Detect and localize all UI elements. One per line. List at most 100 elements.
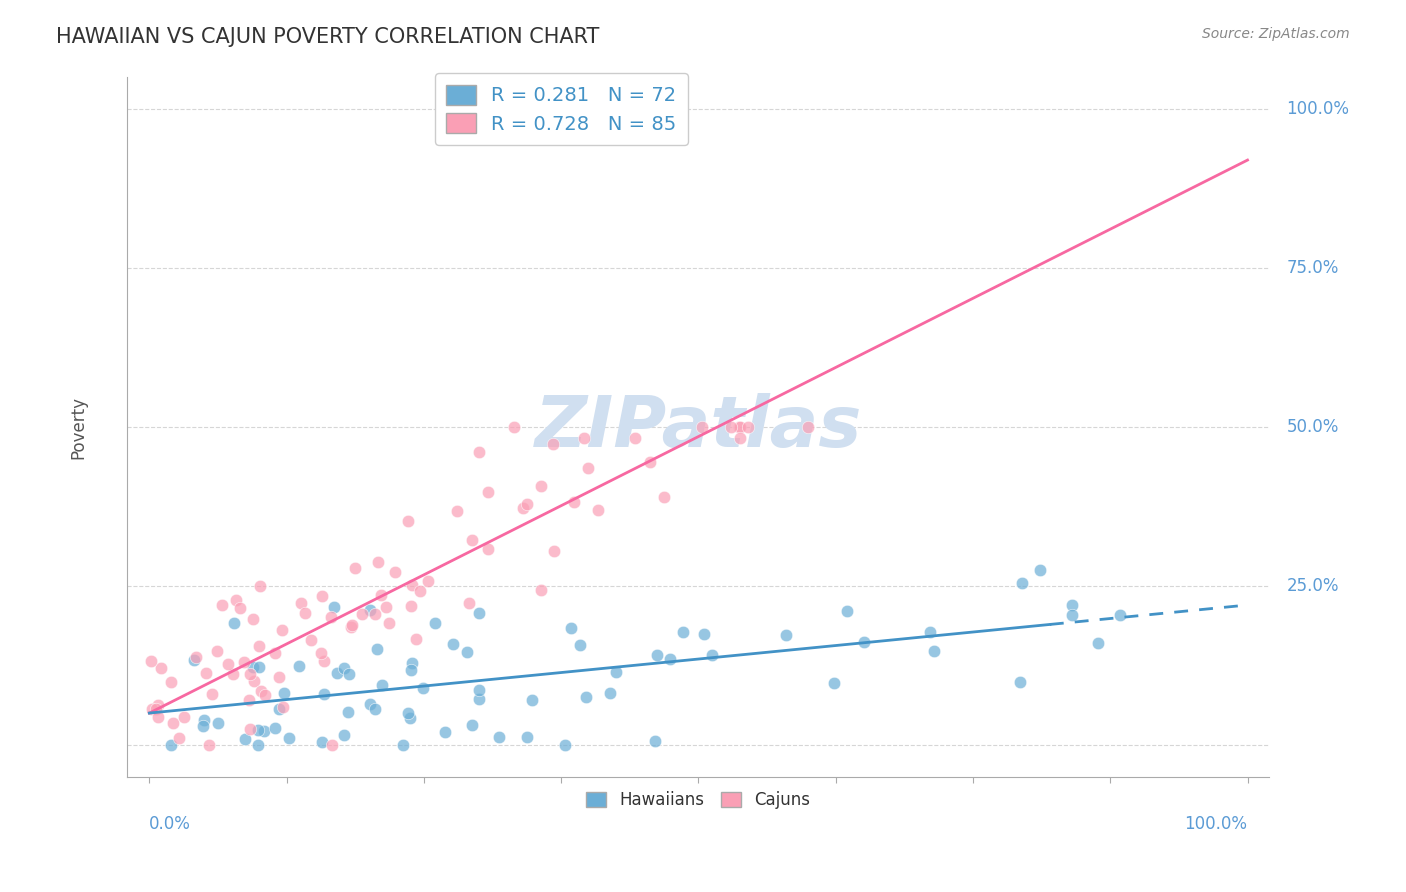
Point [242, 611, 264, 625]
Point [149, 661, 172, 675]
Point [193, 713, 215, 727]
Point [460, 718, 482, 732]
Point [207, 716, 229, 731]
Point [392, 738, 415, 752]
Point [242, 659, 264, 673]
Text: 50.0%: 50.0% [1286, 418, 1339, 436]
Point [1011, 575, 1033, 590]
Point [468, 683, 491, 698]
Point [148, 710, 170, 724]
Point [530, 582, 553, 597]
Point [543, 544, 565, 558]
Point [336, 705, 359, 719]
Point [191, 719, 214, 733]
Point [503, 420, 526, 434]
Point [1008, 675, 1031, 690]
Point [253, 688, 276, 702]
Point [477, 485, 499, 500]
Point [575, 690, 598, 704]
Point [139, 654, 162, 668]
Point [222, 666, 245, 681]
Point [605, 665, 627, 679]
Point [322, 599, 344, 614]
Point [359, 697, 381, 711]
Point [1108, 607, 1130, 622]
Point [249, 579, 271, 593]
Point [249, 684, 271, 698]
Point [560, 621, 582, 635]
Point [1029, 564, 1052, 578]
Point [412, 681, 434, 696]
Point [233, 655, 256, 669]
Point [401, 656, 423, 670]
Point [458, 596, 481, 610]
Point [488, 730, 510, 744]
Point [337, 667, 360, 681]
Point [562, 495, 585, 509]
Point [370, 588, 392, 602]
Point [837, 604, 859, 618]
Point [239, 722, 262, 736]
Point [271, 624, 294, 638]
Point [569, 638, 592, 652]
Point [456, 645, 478, 659]
Point [247, 640, 270, 654]
Point [401, 578, 423, 592]
Point [247, 660, 270, 674]
Point [434, 724, 457, 739]
Point [267, 670, 290, 684]
Point [364, 702, 387, 716]
Point [312, 687, 335, 701]
Point [239, 667, 262, 681]
Point [520, 693, 543, 707]
Point [700, 648, 723, 662]
Point [461, 533, 484, 548]
Point [823, 676, 845, 690]
Point [658, 652, 681, 666]
Point [173, 709, 195, 723]
Point [273, 686, 295, 700]
Point [264, 647, 287, 661]
Point [243, 674, 266, 689]
Point [416, 574, 439, 588]
Point [512, 501, 534, 516]
Point [554, 738, 576, 752]
Point [468, 445, 491, 459]
Point [599, 686, 621, 700]
Point [352, 607, 374, 621]
Point [409, 584, 432, 599]
Point [225, 592, 247, 607]
Point [195, 665, 218, 680]
Point [238, 693, 260, 707]
Point [396, 514, 419, 528]
Point [652, 490, 675, 504]
Point [672, 624, 695, 639]
Point [141, 702, 163, 716]
Point [294, 606, 316, 620]
Point [311, 589, 333, 603]
Point [425, 615, 447, 630]
Point [333, 728, 356, 742]
Text: 75.0%: 75.0% [1286, 260, 1339, 277]
Point [516, 497, 538, 511]
Point [797, 420, 820, 434]
Point [624, 431, 647, 445]
Point [211, 598, 233, 612]
Point [645, 648, 668, 662]
Point [246, 723, 269, 738]
Point [217, 657, 239, 671]
Point [333, 661, 356, 675]
Point [1087, 635, 1109, 649]
Point [918, 624, 941, 639]
Point [235, 731, 257, 746]
Text: 0.0%: 0.0% [149, 815, 191, 833]
Point [359, 603, 381, 617]
Point [321, 610, 343, 624]
Point [638, 454, 661, 468]
Text: Source: ZipAtlas.com: Source: ZipAtlas.com [1202, 27, 1350, 41]
Point [572, 431, 595, 445]
Point [644, 733, 666, 747]
Point [398, 711, 420, 725]
Point [247, 738, 270, 752]
Point [446, 504, 468, 518]
